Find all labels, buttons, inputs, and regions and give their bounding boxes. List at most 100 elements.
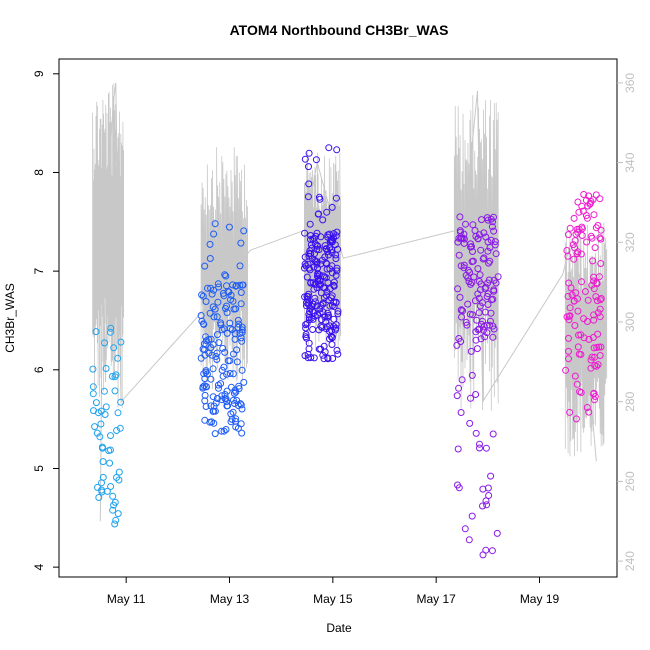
data-point [329,236,337,244]
data-point [482,444,490,452]
data-point [455,384,463,392]
data-point [225,223,233,231]
data-point [238,326,246,334]
data-point [325,296,333,304]
data-point [453,392,461,400]
data-point [238,429,246,437]
data-point [596,234,604,242]
data-point [333,267,341,275]
data-point [211,305,219,313]
data-point [457,409,465,416]
data-point [466,419,474,427]
data-point [328,334,336,342]
data-point [458,234,466,242]
y2-tick-label: 260 [623,471,637,491]
data-point [237,300,245,308]
data-point [211,430,219,438]
data-point [312,156,320,164]
data-point [482,546,490,554]
data-point [305,180,313,188]
data-point [89,383,97,391]
data-point [103,487,111,495]
data-point [585,408,593,416]
data-point [217,319,225,327]
data-point [231,330,239,338]
x-tick-label: May 11 [107,592,146,606]
data-point [214,298,222,306]
data-point [218,326,226,334]
data-point [89,390,97,398]
y2-tick-label: 340 [623,152,637,172]
data-point [322,245,330,253]
secondary-spikes-4 [453,95,499,411]
data-point [199,292,207,300]
data-point [460,235,468,243]
data-point [491,238,499,246]
data-point [221,395,229,403]
data-point [323,208,331,216]
data-point [590,344,598,352]
data-point [476,444,483,452]
data-point [463,321,471,329]
data-point [455,484,463,492]
data-point [219,372,227,380]
secondary-spikes-2 [200,147,248,390]
data-point [237,289,245,296]
data-point [314,311,322,319]
data-point [204,284,211,292]
data-point [462,318,470,326]
data-point [314,264,321,272]
data-point [240,378,248,386]
data-point [330,315,338,323]
data-point [461,525,469,533]
data-point [578,202,586,210]
data-point [494,273,502,281]
data-point [574,343,582,351]
data-point [570,255,578,263]
data-point [596,296,604,304]
data-point [328,341,336,348]
data-point [574,307,582,315]
data-point [583,238,591,246]
data-point [492,250,500,258]
data-point [238,405,246,413]
data-point [469,248,476,255]
data-point [460,261,468,269]
data-point [317,322,325,330]
data-point [239,281,246,289]
data-point [112,371,120,379]
data-point [107,324,115,332]
data-point [490,227,498,235]
data-point [454,285,462,293]
data-point [571,322,579,329]
data-point [570,214,578,222]
data-point [201,416,209,424]
data-point [471,297,479,305]
data-point [480,254,488,262]
data-point [301,229,309,237]
data-point [576,388,584,396]
y2-tick-label: 280 [623,391,637,411]
data-point [484,484,492,492]
data-point [566,304,574,312]
data-point [569,241,577,249]
data-point [325,144,333,152]
data-point [223,309,231,317]
data-point [478,299,486,307]
data-point [92,399,100,407]
data-point [469,221,477,229]
data-point [485,259,493,267]
y-axis-label: CH3Br_WAS [3,283,17,353]
data-point [564,231,572,239]
data-point [218,427,226,435]
data-point [330,282,338,290]
data-point [213,356,221,363]
data-point [564,292,572,300]
data-point [472,336,480,344]
data-point [319,272,327,280]
data-point [332,194,340,202]
data-point [575,225,583,233]
y2-tick-label: 240 [623,551,637,571]
data-point [333,146,341,154]
data-point [583,404,591,411]
